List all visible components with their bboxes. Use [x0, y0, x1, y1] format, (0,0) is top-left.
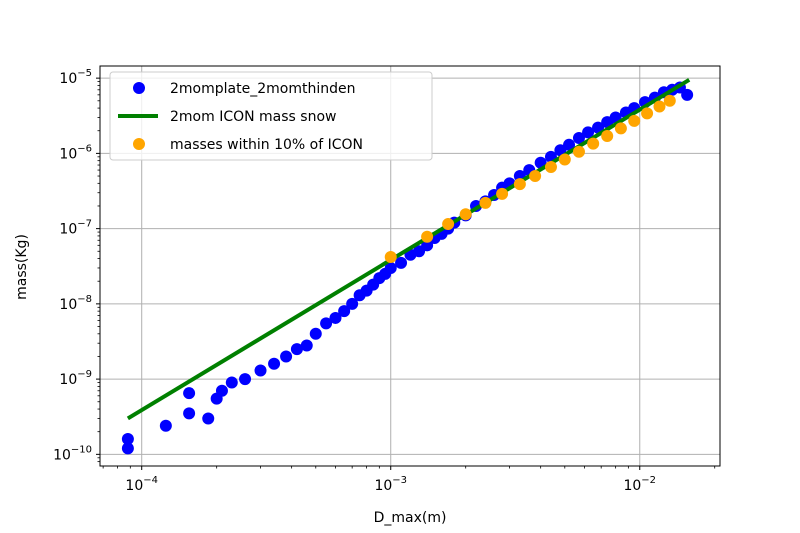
data-point-2momplate	[421, 239, 434, 252]
y-tick-label: 10−8	[59, 294, 92, 313]
x-tick-label: 10−3	[374, 475, 407, 494]
legend-marker-blue	[133, 82, 145, 94]
data-point-2momplate	[346, 297, 359, 310]
data-point-2momplate	[121, 442, 134, 455]
data-point-within-10pct	[479, 196, 492, 209]
data-point-2momplate	[280, 350, 293, 363]
data-point-within-10pct	[544, 160, 557, 173]
y-tick-label: 10−9	[59, 369, 92, 388]
legend-label-series-1: 2momplate_2momthinden	[170, 81, 355, 97]
ticks: 10−4 10−3 10−2 10−10 10−9 10−8 10−7 10−6 10−5	[53, 68, 716, 494]
data-point-within-10pct	[614, 122, 627, 135]
y-tick-label: 10−5	[59, 68, 92, 87]
data-point-2momplate	[121, 432, 134, 445]
data-point-within-10pct	[601, 130, 614, 143]
data-point-2momplate	[681, 88, 694, 101]
data-point-2momplate	[572, 132, 585, 145]
data-point-2momplate	[395, 256, 408, 269]
y-tick-label: 10−7	[59, 219, 92, 238]
legend-label-series-3: masses within 10% of ICON	[170, 137, 363, 153]
data-point-within-10pct	[653, 100, 666, 113]
y-tick-label: 10−10	[53, 444, 92, 463]
legend-label-series-2: 2mom ICON mass snow	[170, 109, 336, 125]
data-point-within-10pct	[628, 114, 641, 127]
data-point-2momplate	[309, 327, 322, 340]
axes-frame	[99, 65, 721, 467]
data-point-within-10pct	[421, 230, 434, 243]
data-point-2momplate	[563, 138, 576, 151]
icon-mass-snow-line	[126, 78, 691, 421]
data-point-within-10pct	[529, 170, 542, 183]
x-axis-label: D_max(m)	[374, 510, 447, 526]
legend-marker-orange	[133, 138, 145, 150]
x-tick-label: 10−2	[623, 475, 656, 494]
data-point-2momplate	[254, 364, 267, 377]
data-point-within-10pct	[459, 208, 472, 221]
data-point-2momplate	[290, 343, 303, 356]
y-tick-label: 10−6	[59, 143, 92, 162]
plot-marks	[121, 78, 694, 455]
data-point-2momplate	[202, 412, 215, 425]
legend: 2momplate_2momthinden 2mom ICON mass sno…	[109, 71, 433, 161]
data-point-2momplate	[338, 305, 351, 318]
y-axis-label: mass(Kg)	[14, 234, 30, 300]
legend-box	[109, 71, 433, 161]
data-point-within-10pct	[558, 153, 571, 166]
data-point-2momplate	[159, 419, 172, 432]
data-point-2momplate	[582, 126, 595, 139]
data-point-2momplate	[183, 387, 196, 400]
data-point-2momplate	[215, 384, 228, 397]
data-point-2momplate	[320, 317, 333, 330]
data-point-2momplate	[554, 144, 567, 157]
data-point-2momplate	[183, 407, 196, 420]
data-point-within-10pct	[572, 145, 585, 158]
data-point-within-10pct	[442, 218, 455, 231]
x-tick-label: 10−4	[125, 475, 158, 494]
data-point-within-10pct	[513, 178, 526, 191]
data-point-2momplate	[239, 373, 252, 386]
data-point-2momplate	[268, 357, 281, 370]
data-point-2momplate	[225, 376, 238, 389]
data-point-2momplate	[329, 311, 342, 324]
data-point-within-10pct	[663, 94, 676, 107]
data-point-2momplate	[300, 339, 313, 352]
data-point-2momplate	[384, 261, 397, 274]
data-point-within-10pct	[641, 107, 654, 120]
data-point-within-10pct	[384, 250, 397, 263]
data-point-2momplate	[592, 121, 605, 134]
data-point-within-10pct	[496, 187, 509, 200]
data-point-within-10pct	[587, 137, 600, 150]
